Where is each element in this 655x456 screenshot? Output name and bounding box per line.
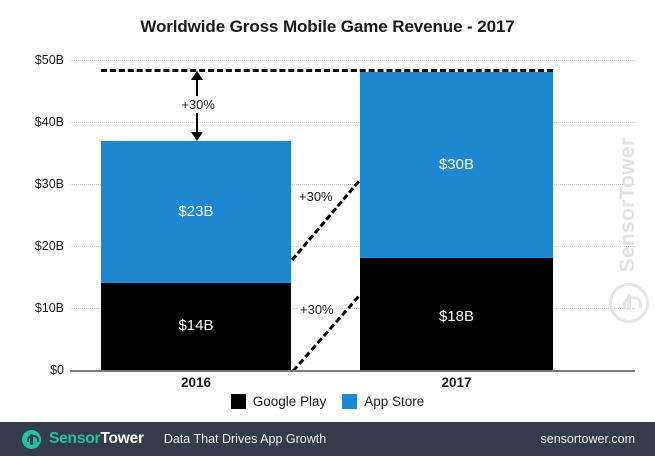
legend-item-google-play[interactable]: Google Play (230, 394, 327, 409)
legend: Google Play App Store (0, 394, 655, 409)
legend-label-app-store: App Store (364, 394, 425, 409)
legend-swatch-app-store (342, 394, 358, 409)
y-tick-label-20b: $20B (34, 239, 64, 253)
y-tick-label-10b: $10B (34, 301, 64, 315)
footer-website[interactable]: sensortower.com (540, 432, 635, 446)
gridline-30b (70, 184, 635, 185)
footer-bar: SensorTower Data That Drives App Growth … (0, 422, 655, 456)
bar-2017-google-play[interactable]: $18B (360, 258, 553, 370)
reference-line-48b (101, 69, 553, 72)
bar-2017-google-play-value: $18B (438, 308, 475, 326)
bar-2016-app-store-value: $23B (178, 202, 214, 220)
legend-label-google-play: Google Play (252, 394, 327, 409)
annotation-app-store-growth: +30% (291, 141, 360, 261)
legend-swatch-google-play (230, 394, 246, 409)
x-tick-label-2017: 2017 (441, 375, 472, 390)
bar-2017-app-store[interactable]: $30B (360, 72, 553, 259)
annotation-google-play-growth-label: +30% (298, 302, 336, 318)
gridline-50b (70, 60, 635, 61)
annotation-app-store-growth-label: +30% (297, 188, 335, 204)
y-tick-label-40b: $40B (34, 115, 64, 129)
plot-area: $23B $14B $30B $18B +30% +30% +30% (70, 60, 635, 373)
arrow-head-up-icon (191, 71, 203, 80)
annotation-total-growth-label: +30% (179, 96, 217, 113)
page-title: Worldwide Gross Mobile Game Revenue - 20… (140, 17, 515, 36)
bar-2016-google-play[interactable]: $14B (101, 283, 291, 370)
bar-2016-google-play-value: $14B (178, 317, 214, 335)
footer-logo-wordmark: SensorTower (49, 430, 144, 448)
arrow-head-down-icon (191, 132, 203, 141)
bar-2017-app-store-value: $30B (438, 156, 475, 174)
x-axis-line (70, 370, 635, 372)
footer-logo-sensor: Sensor (49, 430, 101, 447)
gridline-10b (70, 308, 635, 309)
y-tick-label-30b: $30B (34, 177, 64, 191)
footer-logo-tower: Tower (100, 430, 144, 447)
gridline-40b (70, 122, 635, 123)
footer-brand: SensorTower Data That Drives App Growth (22, 429, 327, 449)
sensortower-logo-icon (22, 429, 41, 449)
footer-tagline: Data That Drives App Growth (163, 432, 327, 446)
annotation-total-growth: +30% (179, 71, 217, 141)
annotation-google-play-growth: +30% (292, 258, 360, 373)
y-tick-label-50b: $50B (34, 53, 64, 67)
bar-2016-app-store[interactable]: $23B (101, 140, 291, 284)
gridline-20b (70, 246, 635, 247)
legend-item-app-store[interactable]: App Store (342, 394, 424, 409)
y-tick-label-0: $0 (50, 363, 64, 377)
x-tick-label-2016: 2016 (180, 375, 212, 390)
